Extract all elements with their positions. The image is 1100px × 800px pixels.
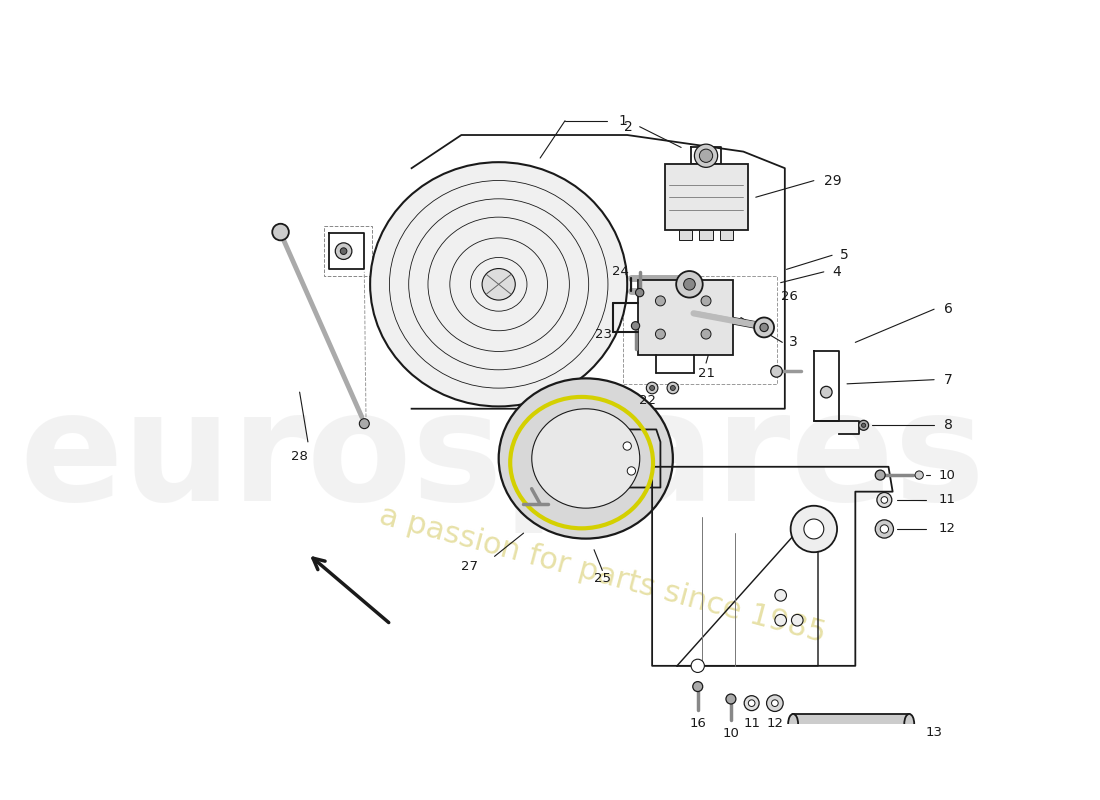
Circle shape xyxy=(701,296,711,306)
Circle shape xyxy=(771,700,778,706)
Bar xyxy=(623,276,777,384)
Text: 6: 6 xyxy=(944,302,953,316)
Circle shape xyxy=(880,525,889,533)
Text: 13: 13 xyxy=(925,726,943,738)
Circle shape xyxy=(694,144,717,167)
Text: 2: 2 xyxy=(625,120,632,134)
Circle shape xyxy=(623,442,631,450)
Text: eurospares: eurospares xyxy=(20,384,986,533)
Bar xyxy=(664,164,748,230)
Ellipse shape xyxy=(370,162,627,406)
Circle shape xyxy=(726,694,736,704)
Text: 16: 16 xyxy=(690,718,706,730)
Ellipse shape xyxy=(904,714,914,734)
Circle shape xyxy=(881,497,888,503)
Circle shape xyxy=(636,289,644,297)
Ellipse shape xyxy=(498,378,673,538)
Text: 7: 7 xyxy=(944,373,953,386)
Text: 11: 11 xyxy=(744,718,760,730)
Circle shape xyxy=(336,243,352,259)
Circle shape xyxy=(656,296,666,306)
Circle shape xyxy=(745,696,759,710)
Circle shape xyxy=(656,329,666,339)
Circle shape xyxy=(360,418,370,429)
Text: 12: 12 xyxy=(938,522,955,535)
Circle shape xyxy=(755,318,774,338)
Circle shape xyxy=(670,386,675,390)
Bar xyxy=(638,280,734,355)
Bar xyxy=(323,226,372,276)
Circle shape xyxy=(804,519,824,539)
Circle shape xyxy=(691,659,704,673)
Text: 1: 1 xyxy=(618,114,627,128)
Circle shape xyxy=(693,682,703,691)
Circle shape xyxy=(767,695,783,711)
Circle shape xyxy=(760,323,768,331)
Circle shape xyxy=(272,224,289,240)
Bar xyxy=(679,230,692,240)
Text: 23: 23 xyxy=(595,327,613,341)
Text: 10: 10 xyxy=(938,469,955,482)
Text: 10: 10 xyxy=(723,727,739,740)
Circle shape xyxy=(701,329,711,339)
Text: 24: 24 xyxy=(612,266,629,278)
Circle shape xyxy=(876,470,886,480)
Circle shape xyxy=(915,471,923,479)
Circle shape xyxy=(631,322,640,330)
Text: 8: 8 xyxy=(944,418,953,432)
Text: 5: 5 xyxy=(840,248,849,262)
Circle shape xyxy=(792,614,803,626)
Text: 11: 11 xyxy=(938,494,955,506)
Text: 21: 21 xyxy=(697,367,715,380)
Circle shape xyxy=(667,382,679,394)
Circle shape xyxy=(748,700,755,706)
Text: 29: 29 xyxy=(824,174,842,188)
Circle shape xyxy=(876,520,893,538)
Ellipse shape xyxy=(788,714,799,734)
Circle shape xyxy=(774,590,786,601)
Text: 25: 25 xyxy=(594,572,610,586)
Circle shape xyxy=(859,420,869,430)
Ellipse shape xyxy=(482,269,515,300)
Bar xyxy=(720,230,734,240)
Bar xyxy=(700,230,713,240)
Circle shape xyxy=(650,386,654,390)
Text: a passion for parts since 1985: a passion for parts since 1985 xyxy=(376,501,828,648)
Circle shape xyxy=(647,382,658,394)
Circle shape xyxy=(861,423,866,427)
Circle shape xyxy=(877,493,892,507)
Circle shape xyxy=(700,149,713,162)
Circle shape xyxy=(774,614,786,626)
Text: 4: 4 xyxy=(832,265,840,279)
Ellipse shape xyxy=(531,409,640,508)
Text: 26: 26 xyxy=(781,290,798,303)
Text: 28: 28 xyxy=(292,450,308,463)
Text: 27: 27 xyxy=(461,560,478,573)
Circle shape xyxy=(771,366,782,378)
Circle shape xyxy=(791,506,837,552)
Circle shape xyxy=(683,278,695,290)
Text: 3: 3 xyxy=(789,335,797,350)
Bar xyxy=(793,714,910,734)
Text: 12: 12 xyxy=(767,718,783,730)
Circle shape xyxy=(676,271,703,298)
Circle shape xyxy=(340,248,346,254)
Circle shape xyxy=(627,466,636,475)
Circle shape xyxy=(821,386,832,398)
Text: 22: 22 xyxy=(639,394,657,407)
